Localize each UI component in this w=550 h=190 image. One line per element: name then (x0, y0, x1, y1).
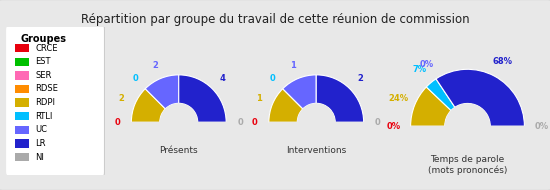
Text: 0: 0 (133, 74, 138, 83)
Circle shape (298, 103, 335, 141)
Wedge shape (411, 87, 451, 126)
Wedge shape (179, 75, 226, 122)
Wedge shape (269, 89, 303, 122)
Wedge shape (145, 75, 179, 109)
Text: 1: 1 (256, 94, 262, 103)
Bar (15, 71, 29, 79)
Text: 0: 0 (270, 74, 276, 83)
FancyBboxPatch shape (6, 22, 104, 179)
Text: 0: 0 (114, 118, 120, 127)
Wedge shape (131, 89, 166, 122)
Text: 0: 0 (252, 118, 257, 127)
Bar (15, 112, 29, 120)
Bar (15, 139, 29, 148)
Text: EST: EST (35, 57, 51, 66)
Text: 24%: 24% (389, 94, 409, 103)
Text: 0: 0 (375, 118, 381, 127)
Text: 1: 1 (290, 61, 295, 70)
Circle shape (160, 103, 197, 141)
Text: RDPI: RDPI (35, 98, 55, 107)
Text: 7%: 7% (413, 65, 427, 74)
Text: 2: 2 (357, 74, 363, 83)
Text: Groupes: Groupes (20, 34, 67, 44)
Bar (15, 44, 29, 52)
Text: CRCE: CRCE (35, 44, 58, 53)
Circle shape (445, 103, 490, 149)
Text: Temps de parole
(mots prononcés): Temps de parole (mots prononcés) (428, 155, 507, 175)
Text: Interventions: Interventions (286, 146, 346, 155)
Bar (15, 126, 29, 134)
Text: SER: SER (35, 71, 52, 80)
Text: 2: 2 (152, 61, 158, 70)
Text: 0: 0 (238, 118, 243, 127)
Text: 2: 2 (119, 94, 125, 103)
Bar (15, 98, 29, 107)
Wedge shape (426, 79, 455, 111)
Text: 4: 4 (219, 74, 226, 83)
Text: Présents: Présents (160, 146, 198, 155)
Text: 0%: 0% (387, 122, 400, 131)
Text: LR: LR (35, 139, 46, 148)
Wedge shape (316, 75, 364, 122)
Text: RTLI: RTLI (35, 112, 53, 121)
Wedge shape (436, 69, 524, 126)
Text: UC: UC (35, 125, 47, 134)
Bar (15, 85, 29, 93)
Bar (15, 58, 29, 66)
Text: Répartition par groupe du travail de cette réunion de commission: Répartition par groupe du travail de cet… (81, 13, 469, 26)
Bar (15, 153, 29, 161)
Text: 68%: 68% (492, 56, 513, 66)
Text: 0%: 0% (535, 122, 548, 131)
Text: 0%: 0% (420, 60, 433, 69)
Text: NI: NI (35, 153, 44, 162)
Text: RDSE: RDSE (35, 85, 58, 93)
Wedge shape (283, 75, 316, 109)
